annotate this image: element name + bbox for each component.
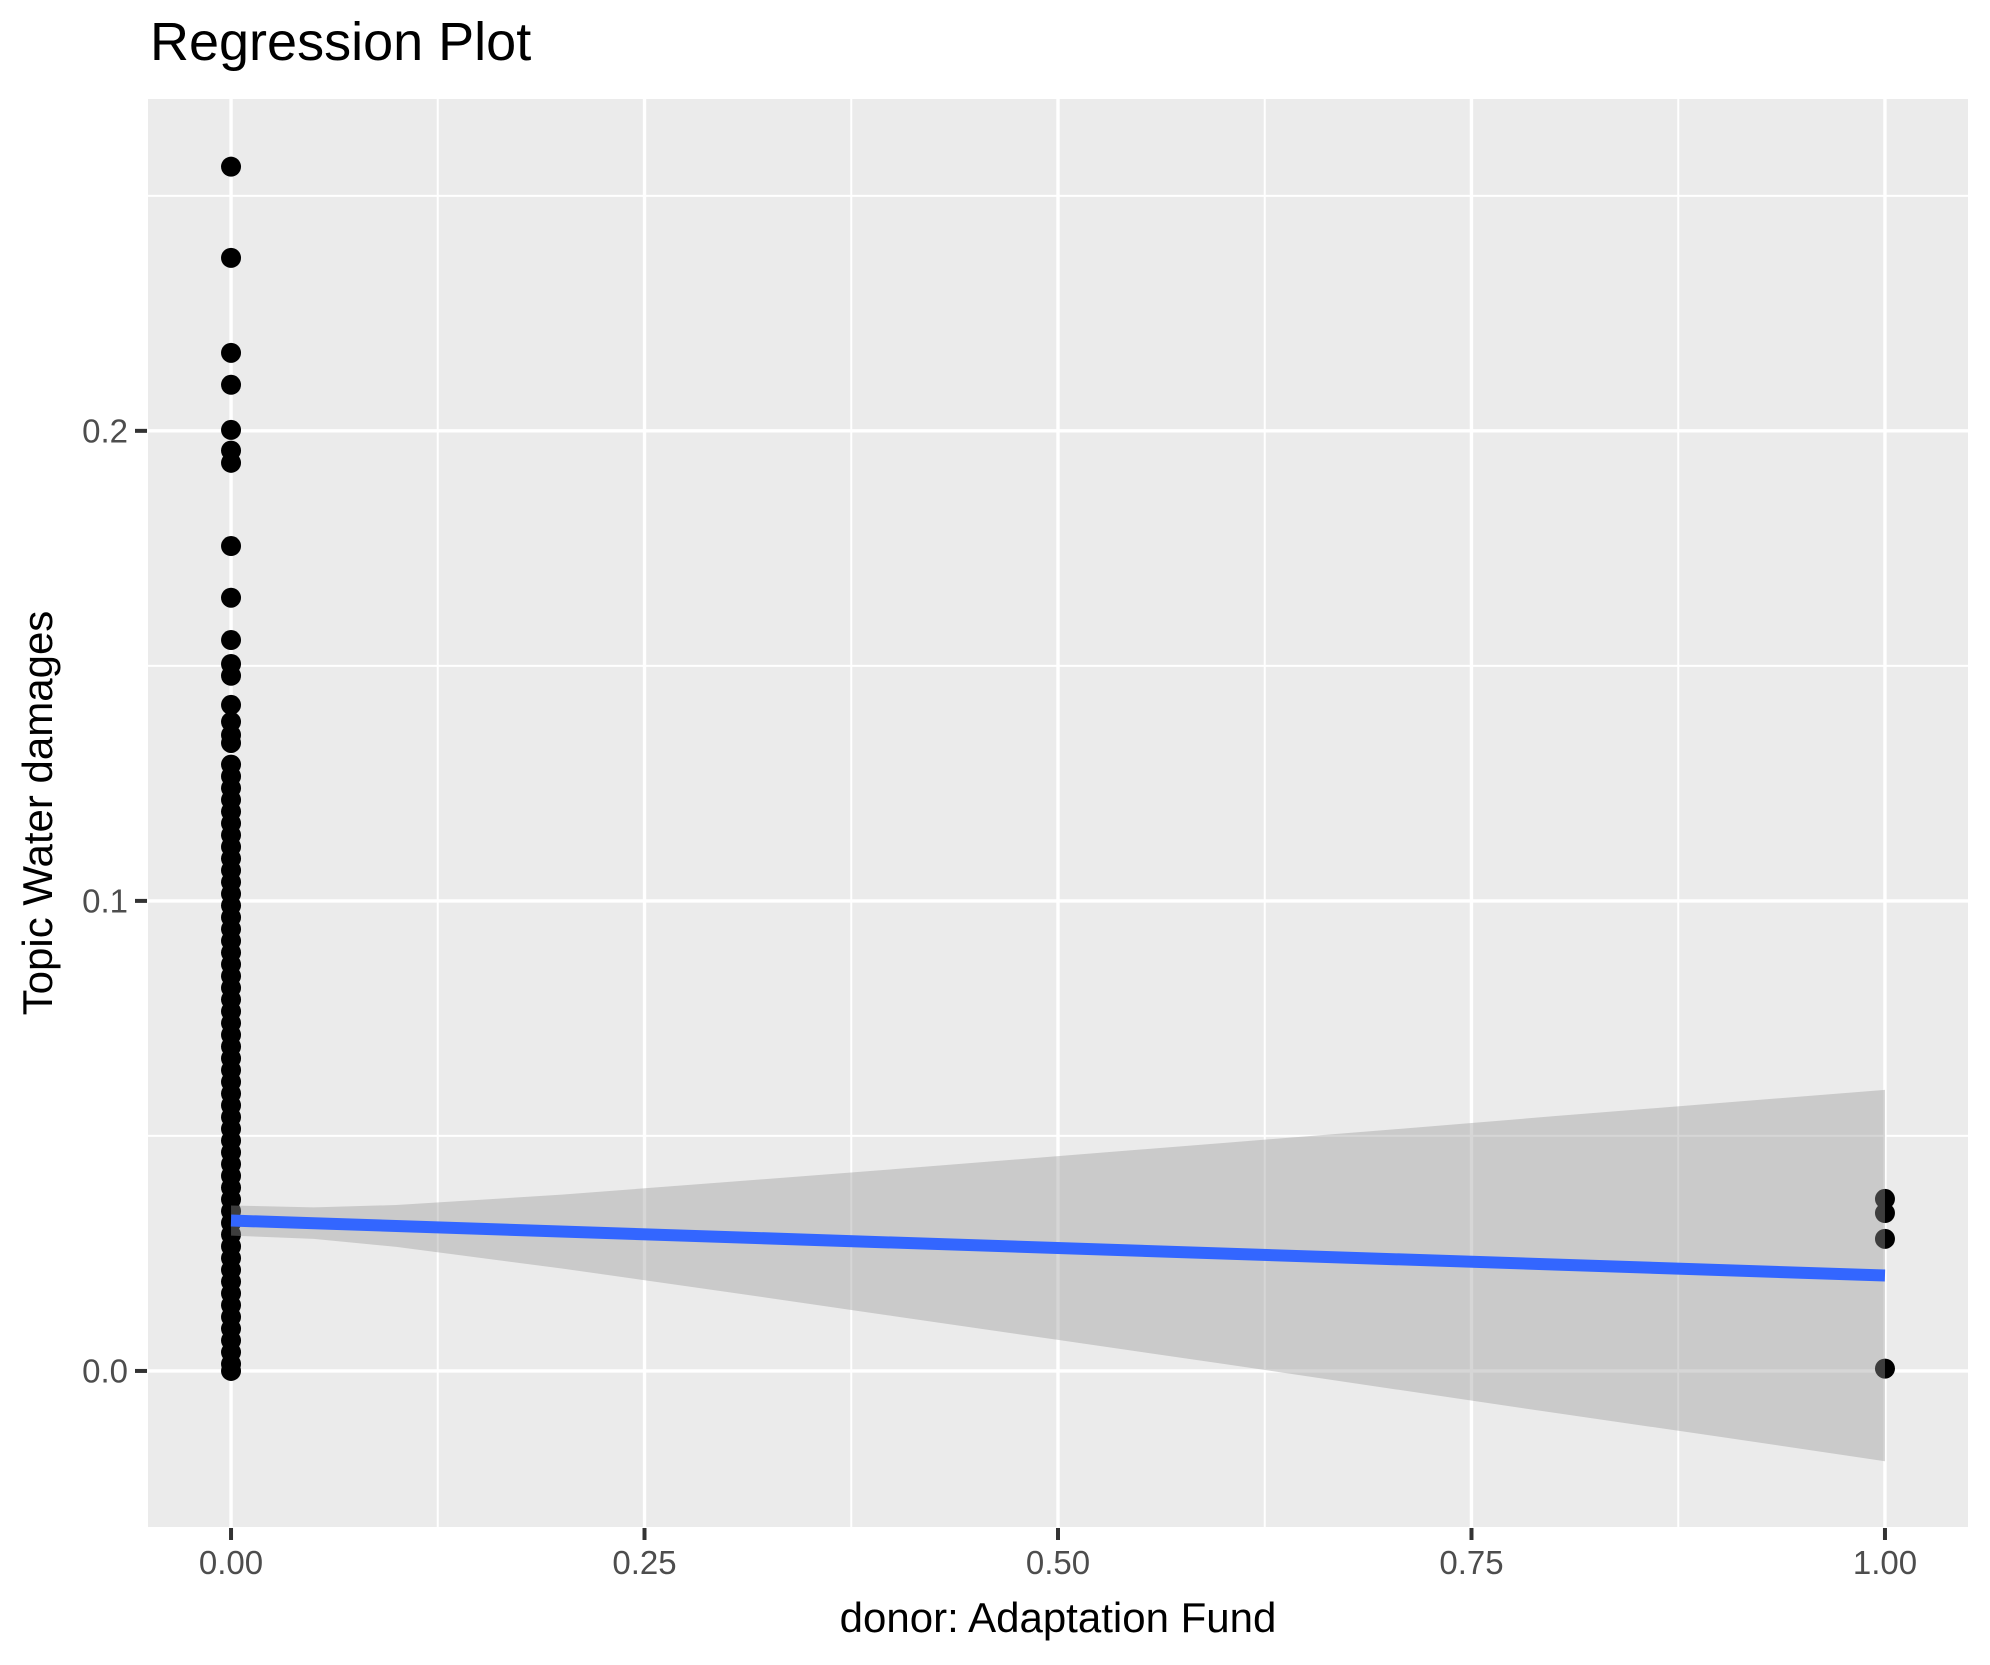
y-tick-label: 0.1 <box>82 882 128 919</box>
scatter-point <box>1874 1228 1895 1249</box>
scatter-point <box>221 630 242 651</box>
y-tick-label: 0.2 <box>82 412 128 449</box>
scatter-point <box>221 156 242 177</box>
regression-line <box>230 1214 1886 1282</box>
x-tick-label: 0.50 <box>1026 1544 1090 1581</box>
scatter-point <box>221 587 242 608</box>
x-tick-label: 0.75 <box>1439 1544 1503 1581</box>
chart-title: Regression Plot <box>150 12 531 72</box>
y-axis-title: Topic Water damages <box>14 611 61 1016</box>
y-tick-label: 0.0 <box>82 1352 128 1389</box>
scatter-point <box>221 536 242 557</box>
scatter-point <box>221 665 242 686</box>
scatter-point <box>221 452 242 473</box>
confidence-band <box>231 1089 1885 1462</box>
scatter-point <box>221 694 242 715</box>
x-tick-label: 0.25 <box>612 1544 676 1581</box>
scatter-point <box>221 374 242 395</box>
x-tick-label: 0.00 <box>199 1544 263 1581</box>
scatter-point <box>221 247 242 268</box>
scatter-point <box>221 1360 242 1381</box>
scatter-point <box>221 342 242 363</box>
scatter-point <box>221 732 242 753</box>
x-tick-label: 1.00 <box>1853 1544 1917 1581</box>
x-axis-title: donor: Adaptation Fund <box>840 1594 1277 1641</box>
scatter-point <box>1874 1188 1895 1209</box>
scatter-point <box>1874 1203 1895 1224</box>
scatter-point <box>1874 1358 1895 1379</box>
scatter-point <box>221 419 242 440</box>
